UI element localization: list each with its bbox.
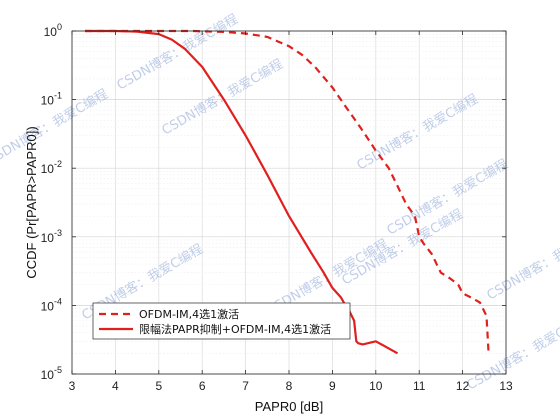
y-tick-label: 10-3 bbox=[41, 228, 62, 245]
y-tick-label: 10-5 bbox=[41, 365, 62, 382]
series-line-clipping-ofdm-im bbox=[85, 29, 399, 355]
x-tick-label: 5 bbox=[155, 379, 162, 393]
legend-label: OFDM-IM,4选1激活 bbox=[139, 307, 239, 321]
legend-label: 限幅法PAPR抑制+OFDM-IM,4选1激活 bbox=[139, 322, 331, 336]
x-tick-label: 4 bbox=[112, 379, 119, 393]
y-tick-label: 100 bbox=[44, 22, 62, 39]
x-tick-label: 10 bbox=[369, 379, 383, 393]
legend-box bbox=[92, 302, 351, 340]
series-layer bbox=[85, 29, 490, 355]
x-tick-label: 6 bbox=[199, 379, 206, 393]
x-tick-label: 8 bbox=[286, 379, 293, 393]
y-tick-label: 10-1 bbox=[41, 91, 62, 108]
x-tick-label: 12 bbox=[456, 379, 470, 393]
y-tick-label: 10-4 bbox=[41, 296, 62, 313]
x-tick-label: 13 bbox=[499, 379, 513, 393]
x-tick-label: 7 bbox=[242, 379, 249, 393]
x-tick-label: 3 bbox=[69, 379, 76, 393]
x-tick-label: 11 bbox=[413, 379, 426, 393]
x-axis-label: PAPR0 [dB] bbox=[255, 399, 323, 414]
x-tick-label: 9 bbox=[329, 379, 336, 393]
y-tick-label: 10-2 bbox=[41, 159, 62, 176]
series-line-ofdm-im bbox=[85, 29, 490, 354]
ticks: 3 4 5 6 7 8 9 10 11 12 13 10-5 10-4 10-3 10-2 10-1 100 bbox=[41, 22, 513, 393]
y-axis-label: CCDF (Pr[PAPR>PAPR0]) bbox=[24, 126, 39, 278]
